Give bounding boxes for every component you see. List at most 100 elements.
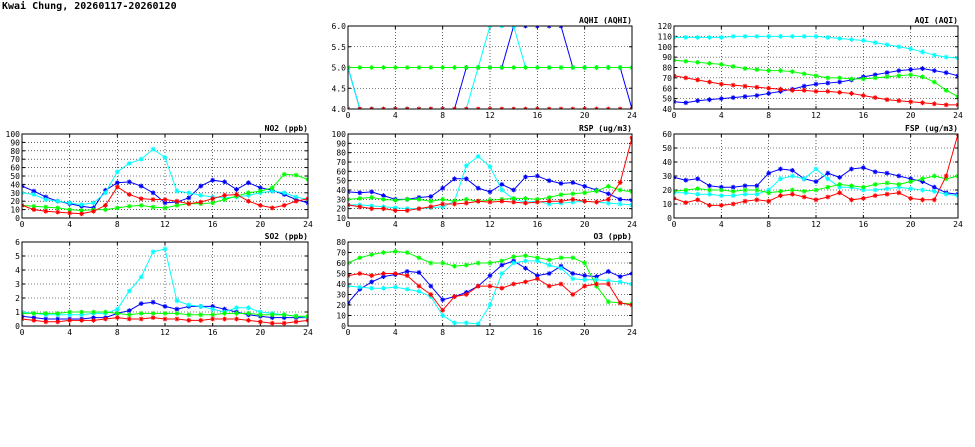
- y-tick-label: 4.0: [332, 105, 347, 114]
- y-tick-label: 20: [662, 186, 672, 195]
- data-point: [293, 198, 299, 204]
- x-tick-label: 20: [906, 220, 916, 229]
- y-tick-label: 10: [336, 312, 346, 321]
- data-point: [754, 33, 760, 39]
- data-point: [369, 195, 375, 200]
- y-tick-label: 70: [336, 249, 346, 258]
- data-point: [860, 93, 866, 98]
- data-point: [707, 191, 712, 197]
- data-point: [523, 174, 528, 180]
- data-point: [860, 76, 866, 82]
- chart-fsp: 0 4 8 12 16 20 24 0 10 20 30 40 50 60 FSP (ug/m3): [662, 124, 963, 229]
- data-point: [546, 271, 552, 276]
- data-point: [778, 86, 783, 92]
- data-point: [546, 201, 552, 207]
- chart-title: O3 (ppb): [593, 232, 632, 241]
- data-point: [55, 316, 61, 322]
- data-point: [103, 203, 108, 208]
- data-point: [31, 311, 37, 316]
- data-point: [79, 211, 84, 217]
- data-point: [617, 201, 623, 207]
- data-point: [150, 311, 156, 316]
- data-point: [920, 49, 925, 55]
- data-point: [570, 292, 576, 297]
- x-tick-label: 16: [533, 111, 543, 120]
- data-point: [475, 185, 481, 191]
- data-point: [440, 307, 446, 313]
- data-point: [246, 190, 251, 196]
- data-point: [582, 198, 588, 204]
- x-tick-label: 0: [672, 111, 677, 120]
- data-point: [91, 315, 96, 320]
- x-tick-label: 12: [160, 220, 170, 229]
- data-point: [114, 315, 120, 320]
- data-point: [837, 75, 843, 81]
- data-point: [837, 36, 843, 41]
- data-point: [695, 191, 701, 197]
- data-point: [523, 265, 528, 271]
- data-point: [896, 173, 902, 179]
- data-point: [825, 184, 831, 190]
- data-point: [452, 65, 457, 70]
- data-point: [683, 177, 689, 183]
- data-point: [695, 77, 701, 83]
- data-point: [605, 183, 611, 189]
- data-point: [849, 76, 854, 82]
- data-point: [499, 258, 505, 264]
- data-point: [884, 70, 890, 76]
- data-point: [246, 180, 251, 186]
- data-point: [617, 196, 623, 202]
- x-tick-label: 16: [859, 220, 869, 229]
- x-tick-label: 8: [440, 111, 445, 120]
- y-tick-label: 80: [336, 238, 346, 247]
- data-point: [920, 100, 925, 106]
- data-point: [234, 305, 239, 311]
- data-point: [428, 204, 434, 210]
- data-point: [570, 180, 576, 185]
- data-point: [534, 196, 540, 202]
- data-point: [605, 278, 611, 284]
- x-tick-label: 24: [627, 220, 637, 229]
- data-point: [617, 300, 623, 306]
- x-tick-label: 12: [485, 220, 495, 229]
- data-point: [594, 277, 599, 283]
- data-point: [487, 189, 493, 195]
- data-point: [150, 204, 156, 210]
- x-tick-label: 12: [811, 111, 821, 120]
- x-tick-label: 8: [115, 220, 120, 229]
- data-point: [357, 284, 363, 290]
- data-point: [162, 200, 168, 206]
- x-tick-label: 12: [811, 220, 821, 229]
- data-point: [357, 271, 363, 276]
- data-point: [369, 206, 375, 212]
- y-tick-label: 50: [662, 95, 672, 104]
- x-tick-label: 20: [580, 220, 590, 229]
- data-point: [860, 187, 866, 193]
- data-point: [281, 320, 287, 326]
- x-tick-label: 0: [20, 220, 25, 229]
- data-point: [114, 311, 120, 316]
- y-tick-label: 30: [10, 189, 20, 198]
- data-point: [778, 33, 783, 39]
- y-tick-label: 10: [662, 200, 672, 209]
- data-point: [523, 253, 528, 259]
- data-point: [452, 294, 457, 299]
- data-point: [778, 68, 783, 74]
- data-point: [67, 210, 73, 216]
- data-point: [570, 65, 576, 70]
- y-tick-label: 90: [10, 138, 20, 147]
- data-point: [860, 196, 866, 201]
- data-point: [884, 97, 890, 103]
- x-tick-label: 0: [346, 328, 351, 337]
- y-tick-label: 30: [662, 172, 672, 181]
- data-point: [114, 180, 120, 186]
- data-point: [463, 176, 469, 182]
- data-point: [872, 95, 878, 100]
- data-point: [31, 192, 37, 197]
- data-point: [801, 83, 807, 89]
- data-point: [683, 100, 689, 106]
- data-point: [582, 183, 588, 189]
- data-point: [357, 190, 363, 196]
- data-point: [487, 164, 493, 170]
- data-point: [511, 281, 517, 287]
